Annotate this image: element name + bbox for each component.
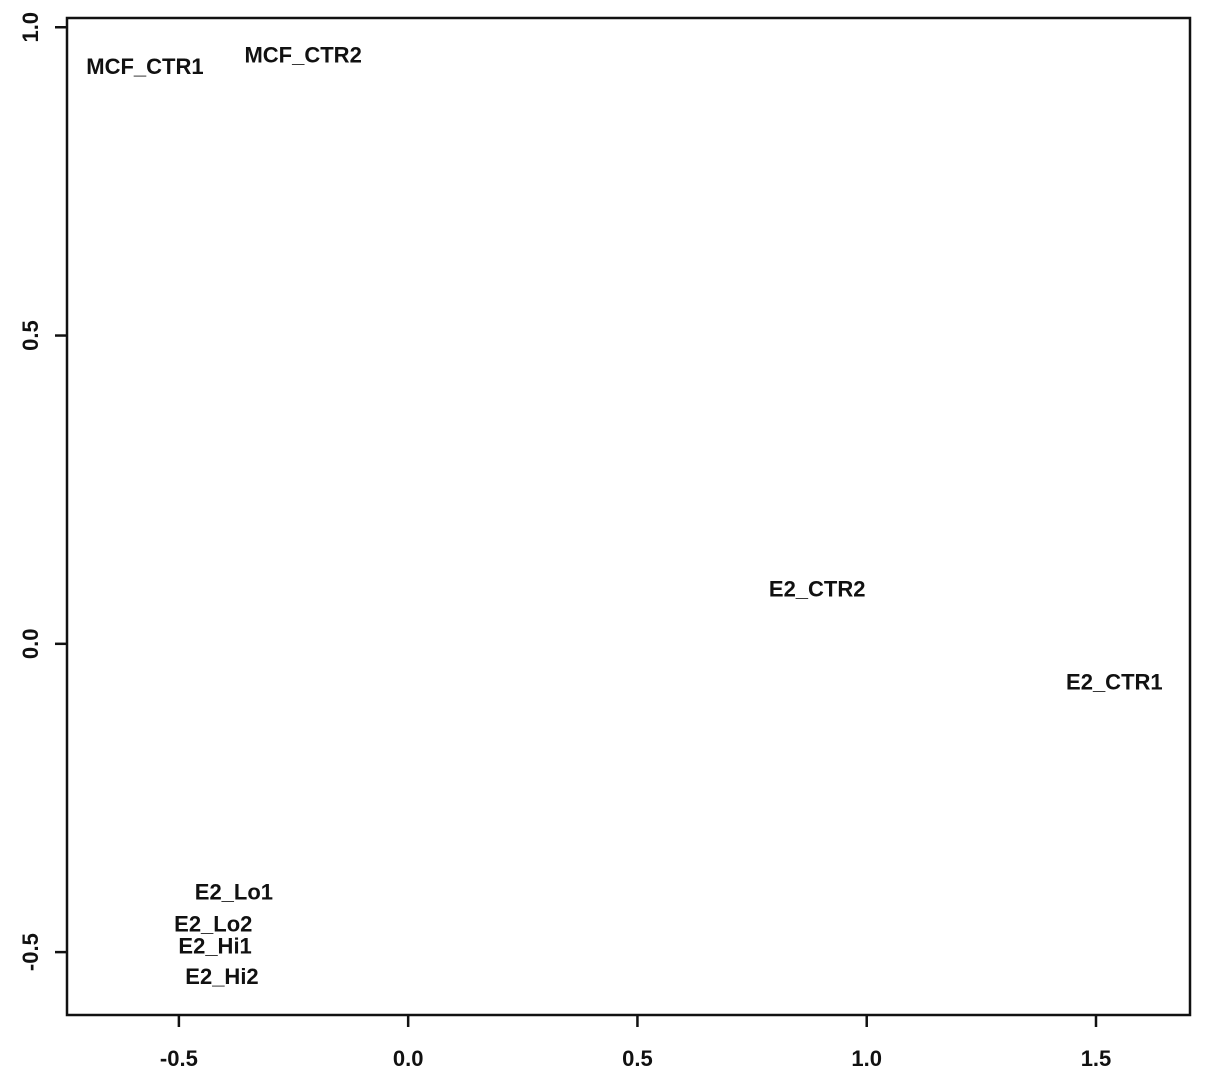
point-label: E2_CTR1 [1066, 670, 1163, 695]
x-tick-label: 1.0 [851, 1046, 882, 1071]
plot-frame [65, 16, 1192, 1017]
y-tick-label: 1.0 [18, 12, 43, 43]
x-tick-label: 0.5 [622, 1046, 653, 1071]
x-tick-label: -0.5 [160, 1046, 198, 1071]
x-tick-label: 1.5 [1081, 1046, 1112, 1071]
point-label: MCF_CTR2 [244, 43, 361, 68]
point-label: MCF_CTR1 [86, 54, 203, 79]
point-label: E2_Lo2 [174, 911, 252, 936]
y-tick-label: 0.0 [18, 629, 43, 660]
x-tick-label: 0.0 [393, 1046, 424, 1071]
point-label: E2_Hi1 [178, 934, 251, 959]
y-tick-label: 0.5 [18, 320, 43, 351]
point-label: E2_Hi2 [185, 964, 258, 989]
y-tick-label: -0.5 [18, 933, 43, 971]
point-label: E2_CTR2 [769, 577, 866, 602]
point-label: E2_Lo1 [195, 879, 273, 904]
